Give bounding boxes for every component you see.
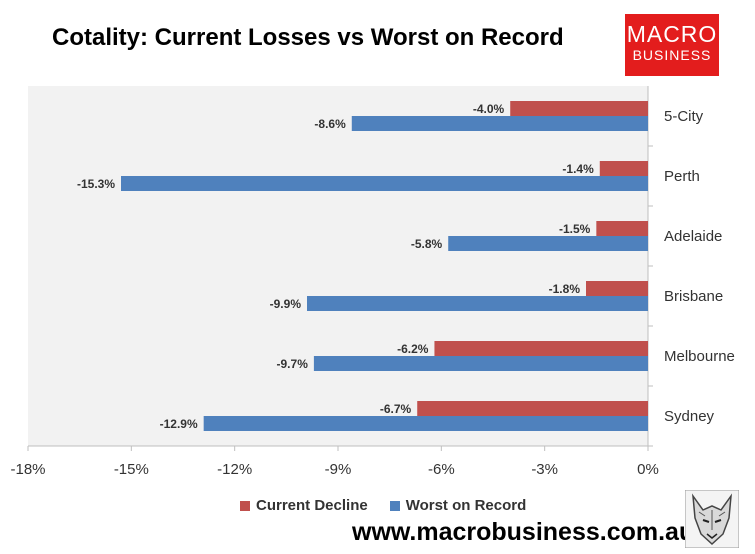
data-label: -9.7% <box>277 357 309 371</box>
bar-worst-on-record <box>313 356 648 371</box>
legend-item-current: Current Decline <box>240 497 368 514</box>
data-label: -9.9% <box>270 297 302 311</box>
macrobusiness-logo: MACRO BUSINESS <box>625 14 719 76</box>
logo-line2: BUSINESS <box>632 47 712 63</box>
bar-worst-on-record <box>203 416 648 431</box>
legend-swatch-current <box>240 500 250 511</box>
bar-current-decline <box>510 101 648 116</box>
category-label: 5-City <box>664 108 704 125</box>
category-label: Melbourne <box>664 348 735 365</box>
x-tick-label: -12% <box>217 461 252 478</box>
plot-area <box>28 86 648 446</box>
bar-worst-on-record <box>307 296 648 311</box>
data-label: -1.5% <box>559 222 591 236</box>
category-label: Brisbane <box>664 288 723 305</box>
data-label: -6.7% <box>380 402 412 416</box>
logo-line1: MACRO <box>626 21 718 47</box>
data-label: -1.4% <box>562 162 594 176</box>
bar-worst-on-record <box>351 116 648 131</box>
data-label: -8.6% <box>314 117 346 131</box>
legend-swatch-worst <box>389 500 400 511</box>
x-tick-label: -15% <box>114 461 149 478</box>
legend-label-worst: Worst on Record <box>405 497 527 514</box>
chart-title: Cotality: Current Losses vs Worst on Rec… <box>52 24 564 51</box>
category-label: Sydney <box>664 408 715 425</box>
data-label: -12.9% <box>160 417 198 431</box>
data-label: -1.8% <box>549 282 581 296</box>
x-tick-label: 0% <box>637 461 659 478</box>
legend-item-worst: Worst on Record <box>389 497 527 514</box>
x-tick-label: -3% <box>531 461 558 478</box>
legend-label-current: Current Decline <box>256 497 368 514</box>
footer-url: www.macrobusiness.com.au <box>352 518 695 546</box>
data-label: -4.0% <box>473 102 505 116</box>
data-label: -5.8% <box>411 237 443 251</box>
chart-legend: Current Decline Worst on Record <box>240 497 526 514</box>
data-label: -6.2% <box>397 342 429 356</box>
bar-current-decline <box>596 221 648 236</box>
bar-worst-on-record <box>448 236 648 251</box>
bar-current-decline <box>417 401 648 416</box>
bar-current-decline <box>434 341 648 356</box>
bar-worst-on-record <box>121 176 648 191</box>
x-tick-label: -18% <box>10 461 45 478</box>
bar-current-decline <box>586 281 648 296</box>
x-tick-label: -9% <box>325 461 352 478</box>
data-label: -15.3% <box>77 177 115 191</box>
category-label: Perth <box>664 168 700 185</box>
category-label: Adelaide <box>664 228 722 245</box>
bar-current-decline <box>599 161 648 176</box>
x-tick-label: -6% <box>428 461 455 478</box>
wolf-logo-icon <box>685 490 739 548</box>
